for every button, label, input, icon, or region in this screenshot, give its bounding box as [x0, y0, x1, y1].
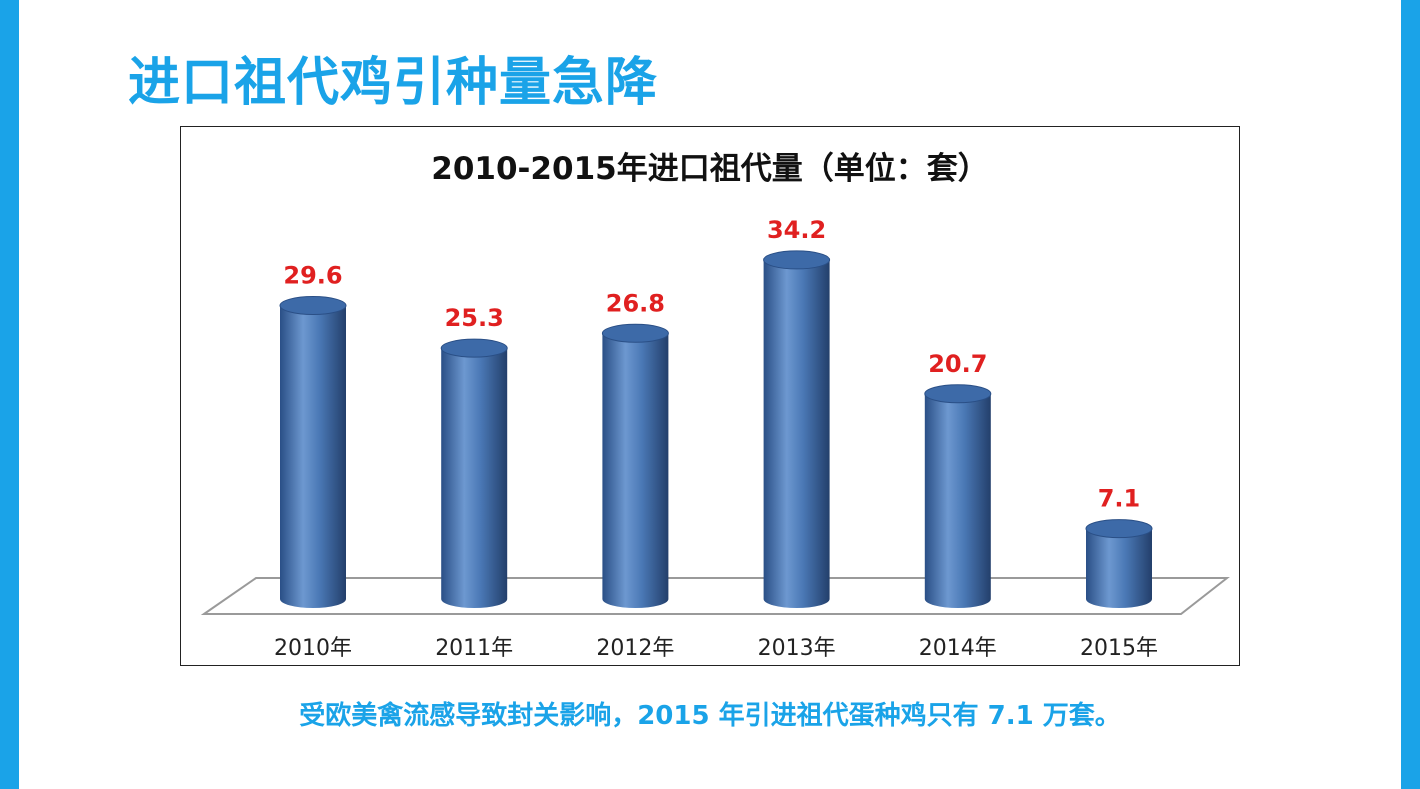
bar-0 — [279, 296, 347, 608]
x-tick-label-0: 2010年 — [274, 636, 352, 661]
chart-container: 29.6 25.3 26.8 34.2 20.7 7.1 2010年 2011年 2012年 2… — [180, 126, 1240, 666]
slide-title: 进口祖代鸡引种量急降 — [128, 53, 659, 113]
data-label-4: 20.7 — [928, 350, 987, 378]
bar-chart: 29.6 25.3 26.8 34.2 20.7 7.1 2010年 2011年 2012年 2… — [200, 216, 1230, 661]
data-label-3: 34.2 — [767, 216, 826, 244]
data-label-1: 25.3 — [445, 304, 504, 332]
x-tick-label-1: 2011年 — [435, 636, 513, 661]
x-tick-label-5: 2015年 — [1080, 636, 1158, 661]
bar-4 — [924, 384, 992, 608]
x-tick-label-4: 2014年 — [919, 636, 997, 661]
data-label-0: 29.6 — [283, 262, 342, 290]
x-tick-label-2: 2012年 — [596, 636, 674, 661]
right-accent-bar — [1401, 0, 1420, 789]
data-label-2: 26.8 — [606, 289, 665, 317]
x-tick-label-3: 2013年 — [758, 636, 836, 661]
data-label-5: 7.1 — [1098, 485, 1141, 513]
bar-1 — [440, 338, 508, 609]
bar-2 — [601, 323, 669, 608]
slide-caption: 受欧美禽流感导致封关影响，2015 年引进祖代蛋种鸡只有 7.1 万套。 — [299, 701, 1121, 731]
bar-3 — [763, 250, 831, 608]
chart-floor — [200, 577, 1230, 615]
chart-title: 2010-2015年进口祖代量（单位：套） — [431, 151, 989, 187]
left-accent-bar — [0, 0, 19, 789]
bar-5 — [1085, 519, 1153, 608]
